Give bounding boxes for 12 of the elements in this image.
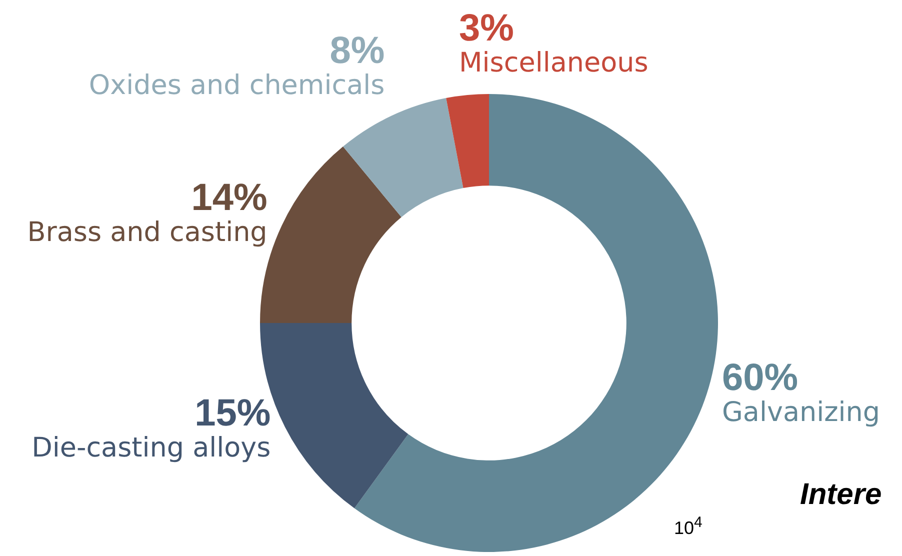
data-label: 8% [330, 30, 385, 72]
text: 10$^{4}$ [674, 514, 702, 539]
data-label: 15% [194, 392, 271, 435]
slice-label: Oxides and chemicals [88, 70, 385, 101]
text: Intere [800, 478, 882, 512]
data-label: 60% [722, 357, 798, 400]
slice-label: Galvanizing [722, 397, 880, 428]
slice-label: Brass and casting [27, 217, 268, 248]
slice-label: Die-casting alloys [32, 432, 271, 464]
data-label: 3% [459, 8, 514, 50]
slice-label: Miscellaneous [459, 48, 648, 79]
data-label: 14% [191, 177, 268, 220]
